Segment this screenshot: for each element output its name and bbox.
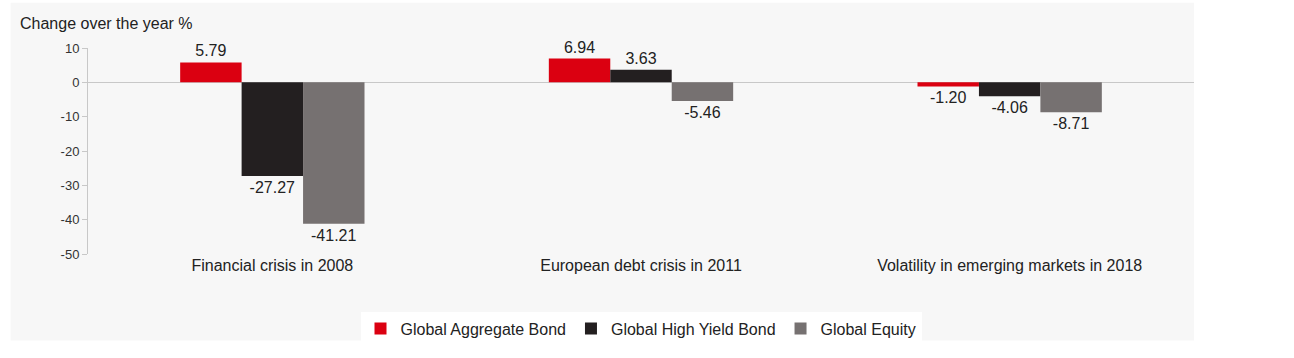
svg-text:-50: -50 [61,247,80,262]
svg-text:10: 10 [65,41,79,56]
svg-text:5.79: 5.79 [195,42,226,59]
svg-text:Global Aggregate Bond: Global Aggregate Bond [401,321,566,338]
svg-text:Financial crisis in 2008: Financial crisis in 2008 [191,257,353,274]
svg-text:-27.27: -27.27 [250,179,295,196]
svg-text:-4.06: -4.06 [991,99,1028,116]
svg-text:-40: -40 [61,212,80,227]
svg-text:-30: -30 [61,178,80,193]
svg-text:-10: -10 [61,109,80,124]
svg-text:6.94: 6.94 [564,39,595,56]
svg-text:European debt crisis in 2011: European debt crisis in 2011 [540,257,742,274]
svg-text:-41.21: -41.21 [311,227,356,244]
svg-text:-5.46: -5.46 [684,104,721,121]
svg-text:-20: -20 [61,144,80,159]
svg-text:Change over the year %: Change over the year % [20,15,193,32]
svg-text:0: 0 [72,75,79,90]
svg-text:Volatility in emerging markets: Volatility in emerging markets in 2018 [877,257,1142,274]
svg-text:-1.20: -1.20 [930,89,967,106]
svg-text:Global High Yield Bond: Global High Yield Bond [611,321,776,338]
svg-text:3.63: 3.63 [625,50,656,67]
svg-text:Global Equity: Global Equity [821,321,916,338]
svg-text:-8.71: -8.71 [1053,115,1090,132]
